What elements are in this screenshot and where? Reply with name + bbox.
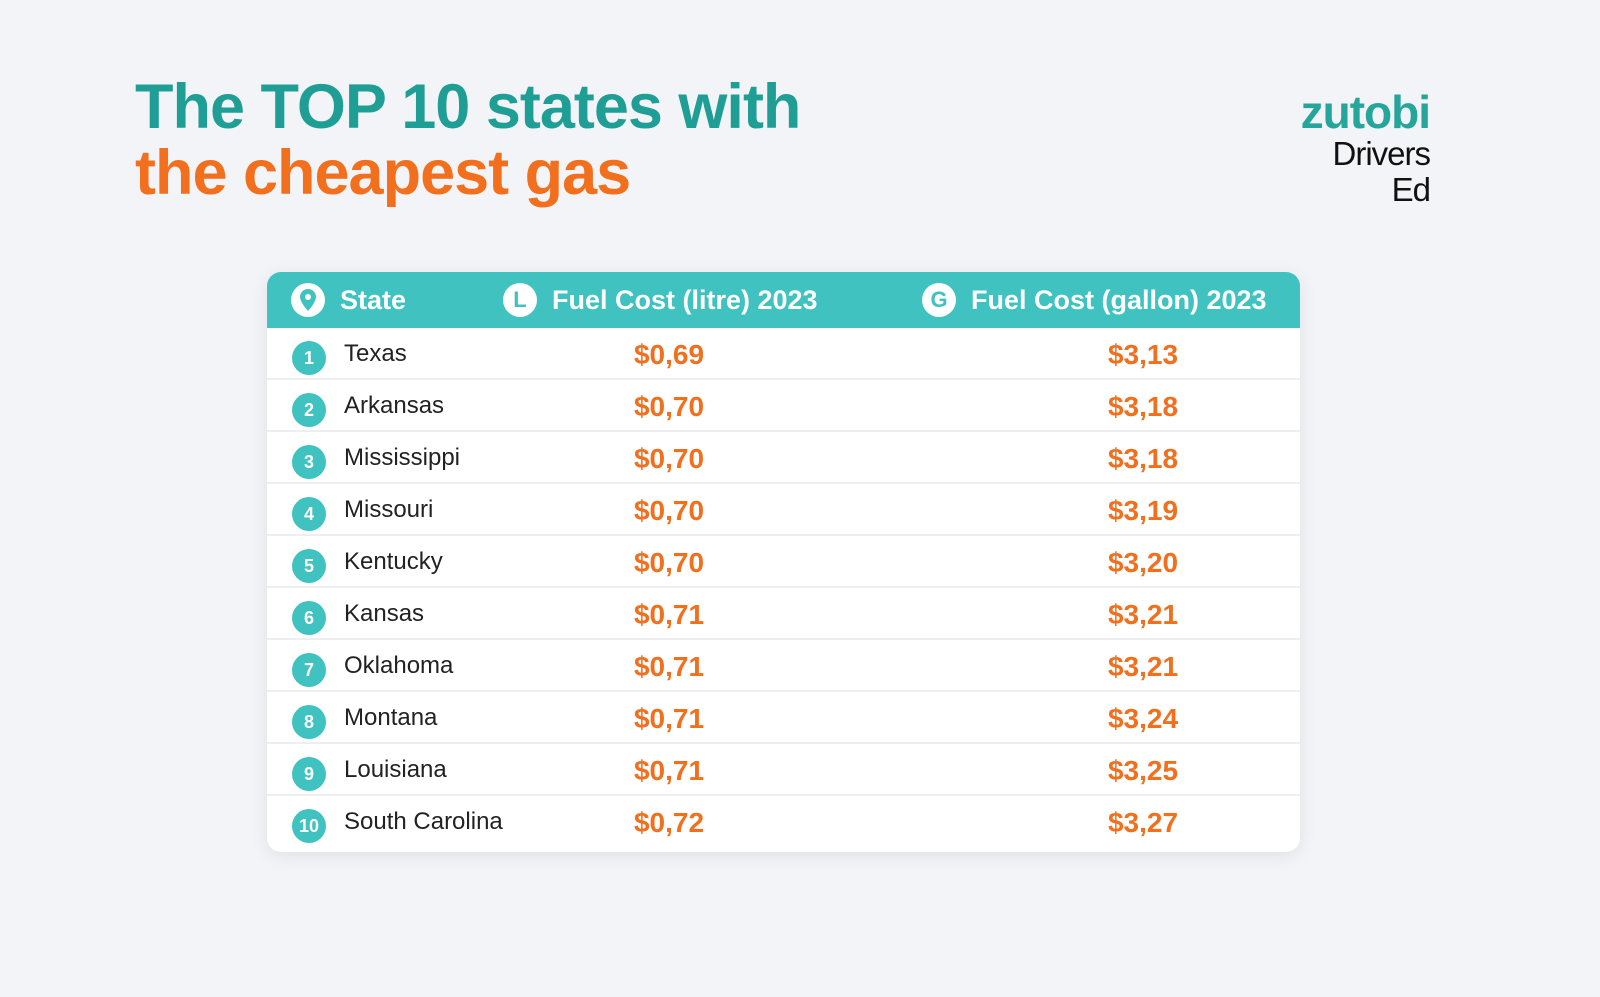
table-row: 10 South Carolina $0,72 $3,27 bbox=[267, 796, 1300, 846]
rank-badge: 9 bbox=[292, 757, 326, 791]
table-row: 1 Texas $0,69 $3,13 bbox=[267, 328, 1300, 380]
rank-badge: 5 bbox=[292, 549, 326, 583]
rank-badge: 1 bbox=[292, 341, 326, 375]
litre-cost: $0,71 bbox=[633, 755, 705, 786]
rank-badge: 6 bbox=[292, 601, 326, 635]
state-name: South Carolina bbox=[344, 808, 503, 835]
header-state: State bbox=[291, 272, 406, 328]
header-litre-label: Fuel Cost (litre) 2023 bbox=[552, 284, 818, 315]
gallon-cost: $3,27 bbox=[1107, 807, 1179, 838]
state-name: Oklahoma bbox=[344, 652, 454, 679]
header-gallon-label: Fuel Cost (gallon) 2023 bbox=[971, 284, 1267, 315]
litre-cost: $0,70 bbox=[633, 391, 705, 422]
table-row: 6 Kansas $0,71 $3,21 bbox=[267, 588, 1300, 640]
gallon-cost: $3,21 bbox=[1107, 651, 1179, 682]
state-name: Arkansas bbox=[344, 392, 445, 419]
table-header: State L Fuel Cost (litre) 2023 G Fuel Co… bbox=[267, 272, 1300, 328]
litre-icon: L bbox=[503, 283, 537, 317]
table-row: 8 Montana $0,71 $3,24 bbox=[267, 692, 1300, 744]
state-name: Kentucky bbox=[344, 548, 443, 575]
litre-cost: $0,70 bbox=[633, 495, 705, 526]
state-name: Mississippi bbox=[344, 444, 461, 471]
state-name: Montana bbox=[344, 704, 438, 731]
fuel-cost-table: State L Fuel Cost (litre) 2023 G Fuel Co… bbox=[267, 272, 1300, 852]
table-row: 7 Oklahoma $0,71 $3,21 bbox=[267, 640, 1300, 692]
page-title: The TOP 10 states with the cheapest gas bbox=[135, 72, 801, 208]
table-row: 2 Arkansas $0,70 $3,18 bbox=[267, 380, 1300, 432]
litre-cost: $0,71 bbox=[633, 599, 705, 630]
rank-badge: 10 bbox=[292, 809, 326, 843]
litre-cost: $0,69 bbox=[633, 339, 705, 370]
logo-subtitle: Drivers Ed bbox=[1332, 135, 1432, 208]
header-state-label: State bbox=[340, 284, 407, 315]
state-name: Missouri bbox=[344, 496, 434, 523]
gallon-cost: $3,21 bbox=[1107, 599, 1179, 630]
state-name: Kansas bbox=[344, 600, 425, 627]
litre-cost: $0,72 bbox=[633, 807, 705, 838]
table-row: 3 Mississippi $0,70 $3,18 bbox=[267, 432, 1300, 484]
litre-cost: $0,70 bbox=[633, 443, 705, 474]
litre-cost: $0,71 bbox=[633, 703, 705, 734]
gallon-cost: $3,13 bbox=[1107, 339, 1179, 370]
title-line-2: the cheapest gas bbox=[135, 138, 631, 208]
rank-badge: 2 bbox=[292, 393, 326, 427]
gallon-cost: $3,19 bbox=[1107, 495, 1179, 526]
state-name: Texas bbox=[344, 340, 407, 367]
rank-badge: 4 bbox=[292, 497, 326, 531]
gallon-cost: $3,18 bbox=[1107, 443, 1179, 474]
table-row: 9 Louisiana $0,71 $3,25 bbox=[267, 744, 1300, 796]
gallon-cost: $3,24 bbox=[1107, 703, 1179, 734]
header-gallon: G Fuel Cost (gallon) 2023 bbox=[922, 272, 1267, 328]
logo-brand: zutobi bbox=[1300, 86, 1431, 138]
location-pin-icon bbox=[291, 283, 325, 317]
title-line-1: The TOP 10 states with bbox=[135, 72, 801, 142]
litre-cost: $0,70 bbox=[633, 547, 705, 578]
rank-badge: 7 bbox=[292, 653, 326, 687]
litre-cost: $0,71 bbox=[633, 651, 705, 682]
logo: zutobi Drivers Ed bbox=[1290, 86, 1432, 208]
table-row: 4 Missouri $0,70 $3,19 bbox=[267, 484, 1300, 536]
gallon-cost: $3,25 bbox=[1107, 755, 1179, 786]
state-name: Louisiana bbox=[344, 756, 447, 783]
rank-badge: 8 bbox=[292, 705, 326, 739]
rank-badge: 3 bbox=[292, 445, 326, 479]
header-litre: L Fuel Cost (litre) 2023 bbox=[503, 272, 818, 328]
gallon-icon: G bbox=[922, 283, 956, 317]
table-row: 5 Kentucky $0,70 $3,20 bbox=[267, 536, 1300, 588]
gallon-cost: $3,20 bbox=[1107, 547, 1179, 578]
gallon-cost: $3,18 bbox=[1107, 391, 1179, 422]
